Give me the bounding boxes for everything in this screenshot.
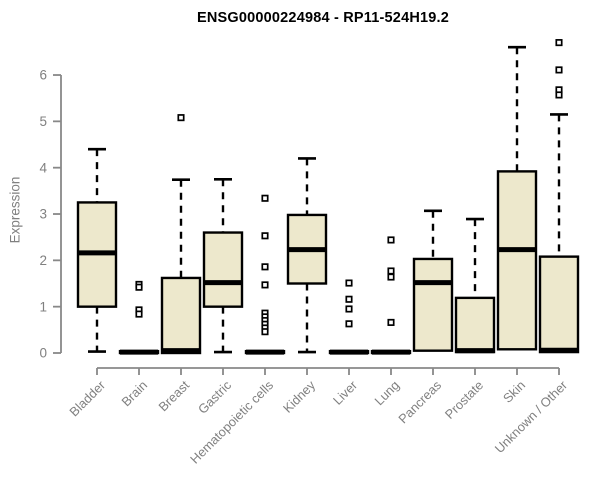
boxplot-liver <box>328 279 370 355</box>
outlier-point <box>261 281 269 289</box>
chart-title: ENSG00000224984 - RP11-524H19.2 <box>196 10 450 26</box>
outlier-point <box>387 267 395 275</box>
boxplot-lung <box>370 236 412 355</box>
outlier-point <box>345 295 353 303</box>
outlier-point <box>345 279 353 287</box>
y-axis: 0 1 2 3 4 5 6 <box>39 68 62 361</box>
boxplot-skin <box>496 45 538 351</box>
x-tick-label-gastric: Gastric <box>195 377 235 417</box>
iqr-box <box>412 257 454 352</box>
boxplot-brain <box>118 280 160 355</box>
x-tick-label-bladder: Bladder <box>66 377 108 419</box>
y-tick-label: 5 <box>39 114 47 129</box>
x-tick-label-breast: Breast <box>155 377 192 414</box>
outlier-point <box>177 114 185 122</box>
y-tick-label: 3 <box>39 207 47 222</box>
x-tick-label-skin: Skin <box>500 378 528 406</box>
iqr-box <box>496 170 538 351</box>
outlier-point <box>555 39 563 47</box>
x-tick-label-prostate: Prostate <box>442 378 486 422</box>
iqr-box <box>202 231 244 308</box>
boxplot-hematopoietic-cells <box>244 194 286 355</box>
x-tick-label-brain: Brain <box>118 378 150 410</box>
outlier-point <box>261 194 269 202</box>
outlier-point <box>345 320 353 328</box>
y-tick-label: 1 <box>39 299 47 314</box>
outlier-point <box>261 263 269 271</box>
y-tick-label: 2 <box>39 253 47 268</box>
outlier-point <box>555 91 563 99</box>
iqr-box <box>160 276 202 355</box>
boxplot-kidney <box>286 157 328 354</box>
y-tick-label: 4 <box>39 160 47 175</box>
outlier-point <box>345 305 353 313</box>
outlier-point <box>261 232 269 240</box>
outlier-point <box>135 283 143 291</box>
y-tick-label: 6 <box>39 68 47 83</box>
x-tick-label-pancreas: Pancreas <box>395 378 444 427</box>
iqr-box <box>454 296 496 354</box>
boxplot-breast <box>160 114 202 355</box>
outlier-point <box>387 273 395 281</box>
boxplot-gastric <box>202 177 244 354</box>
boxplot-prostate <box>454 217 496 354</box>
outlier-point <box>555 66 563 74</box>
x-tick-label-lung: Lung <box>371 378 402 409</box>
x-tick-label-hematopoietic-cells: Hematopoietic cells <box>187 378 276 467</box>
x-tick-label-liver: Liver <box>330 377 361 408</box>
x-tick-label-unknown-other: Unknown / Other <box>492 377 571 456</box>
outlier-point <box>261 328 269 336</box>
boxplot-bladder <box>76 147 118 353</box>
x-tick-label-kidney: Kidney <box>280 377 319 416</box>
iqr-box <box>538 255 580 354</box>
outlier-point <box>135 310 143 318</box>
outlier-point <box>387 236 395 244</box>
boxplot-pancreas <box>412 209 454 352</box>
y-tick-label: 0 <box>39 346 47 361</box>
boxplot-unknown-other <box>538 39 580 354</box>
outlier-point <box>387 318 395 326</box>
